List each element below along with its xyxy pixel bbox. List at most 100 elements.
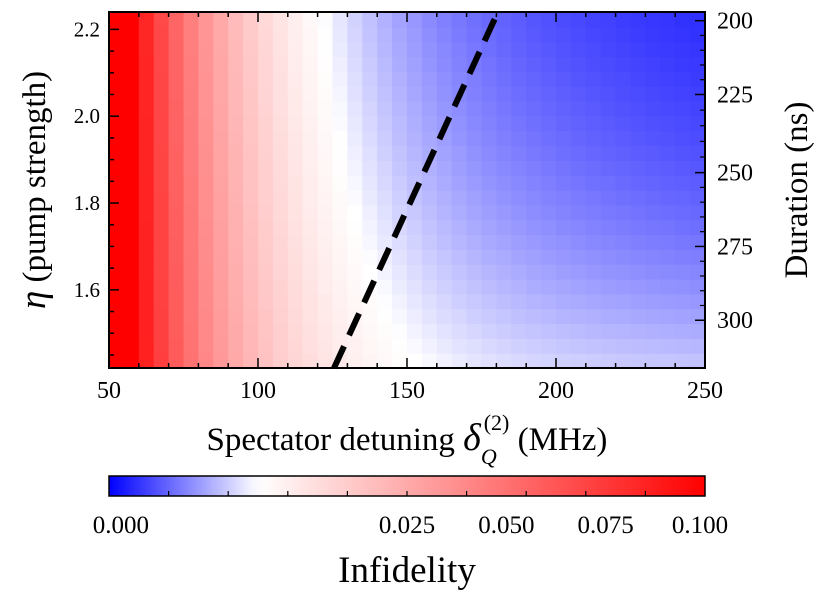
heatmap-cell xyxy=(585,338,602,354)
heatmap-cell xyxy=(511,264,527,280)
heatmap-cell xyxy=(407,12,423,28)
heatmap-cell xyxy=(123,86,140,102)
heatmap-cell xyxy=(645,204,661,221)
heatmap-cell xyxy=(585,249,602,265)
heatmap-cell xyxy=(421,264,438,280)
heatmap-cell xyxy=(436,264,453,280)
heatmap-cell xyxy=(362,175,378,191)
heatmap-cell xyxy=(585,12,602,28)
heatmap-cell xyxy=(466,101,483,117)
heatmap-cell xyxy=(421,323,438,339)
heatmap-cell xyxy=(690,293,706,310)
heatmap-cell xyxy=(570,160,587,176)
heatmap-cell xyxy=(511,175,527,191)
heatmap-cell xyxy=(481,56,497,72)
heatmap-cell xyxy=(243,26,259,43)
heatmap-cell xyxy=(302,86,319,102)
heatmap-cell xyxy=(600,249,617,265)
heatmap-cell xyxy=(585,101,602,117)
heatmap-cell xyxy=(287,175,304,191)
heatmap-cell xyxy=(183,56,199,72)
heatmap-cell xyxy=(332,264,348,280)
heatmap-cell xyxy=(466,86,483,102)
heatmap-cell xyxy=(213,219,229,236)
heatmap-cell xyxy=(362,323,378,339)
heatmap-cell xyxy=(541,175,557,191)
heatmap-cell xyxy=(228,175,244,191)
heatmap-cell xyxy=(302,101,319,117)
heatmap-cell xyxy=(243,41,259,58)
heatmap-cell xyxy=(302,323,319,339)
heatmap-cell xyxy=(272,323,289,339)
heatmap-cell xyxy=(675,323,691,339)
heatmap-cell xyxy=(466,71,483,87)
heatmap-cell xyxy=(168,115,185,132)
heatmap-cell xyxy=(362,12,378,28)
heatmap-cell xyxy=(183,101,199,117)
heatmap-cell xyxy=(451,12,468,28)
heatmap-cell xyxy=(556,308,572,325)
heatmap-cell xyxy=(317,145,334,161)
heatmap-cell xyxy=(451,130,468,147)
heatmap-cell xyxy=(645,160,661,176)
heatmap-cell xyxy=(421,204,438,221)
heatmap-cell xyxy=(168,56,185,72)
heatmap-cell xyxy=(690,56,706,72)
heatmap-cell xyxy=(392,56,408,72)
heatmap-cell xyxy=(392,323,408,339)
heatmap-cell xyxy=(332,279,348,295)
heatmap-cell xyxy=(451,175,468,191)
heatmap-cell xyxy=(258,56,274,72)
heatmap-cell xyxy=(198,249,214,265)
heatmap-cell xyxy=(690,323,706,339)
heatmap-cell xyxy=(213,115,229,132)
heatmap-cell xyxy=(407,130,423,147)
heatmap-cell xyxy=(287,41,304,58)
heatmap-cell xyxy=(317,175,334,191)
heatmap-cell xyxy=(436,71,453,87)
heatmap-cell xyxy=(615,338,632,354)
heatmap-cell xyxy=(690,101,706,117)
heatmap-cell xyxy=(556,101,572,117)
heatmap-cell xyxy=(317,130,334,147)
heatmap-cell xyxy=(541,234,557,250)
heatmap-cell xyxy=(377,41,393,58)
axis-ticks: 50 100 150 200 250 1.6 1.8 2.0 2.2 200 225 250 275 30… xyxy=(74,9,753,404)
heatmap-cell xyxy=(645,130,661,147)
heatmap-cell xyxy=(302,115,319,132)
heatmap-cell xyxy=(615,249,632,265)
heatmap-cell xyxy=(168,323,185,339)
heatmap-cell xyxy=(347,101,363,117)
heatmap-cell xyxy=(317,26,334,43)
heatmap-cell xyxy=(585,56,602,72)
heatmap-cell xyxy=(213,323,229,339)
heatmap-cell xyxy=(287,353,304,369)
heatmap-cell xyxy=(317,234,334,250)
heatmap-cell xyxy=(109,160,125,176)
heatmap-cell xyxy=(526,264,542,280)
heatmap-cell xyxy=(123,12,140,28)
heatmap-cell xyxy=(451,41,468,58)
heatmap-cell xyxy=(630,160,646,176)
heatmap-cell xyxy=(466,279,483,295)
heatmap-cell xyxy=(466,353,483,369)
heatmap-cell xyxy=(436,26,453,43)
heatmap-cell xyxy=(109,323,125,339)
heatmap-cell xyxy=(541,41,557,58)
heatmap-cell xyxy=(600,56,617,72)
heatmap-cell xyxy=(585,353,602,369)
heatmap-cell xyxy=(690,175,706,191)
heatmap-cell xyxy=(183,12,199,28)
heatmap-cell xyxy=(153,293,170,310)
heatmap-cell xyxy=(153,338,170,354)
heatmap-cell xyxy=(526,56,542,72)
heatmap-cell xyxy=(615,145,632,161)
heatmap-cell xyxy=(153,279,170,295)
heatmap-cell xyxy=(600,26,617,43)
heatmap-cell xyxy=(287,71,304,87)
heatmap-cell xyxy=(541,115,557,132)
heatmap-cell xyxy=(481,145,497,161)
heatmap-cell xyxy=(258,12,274,28)
heatmap-cell xyxy=(138,160,155,176)
heatmap-cell xyxy=(332,86,348,102)
